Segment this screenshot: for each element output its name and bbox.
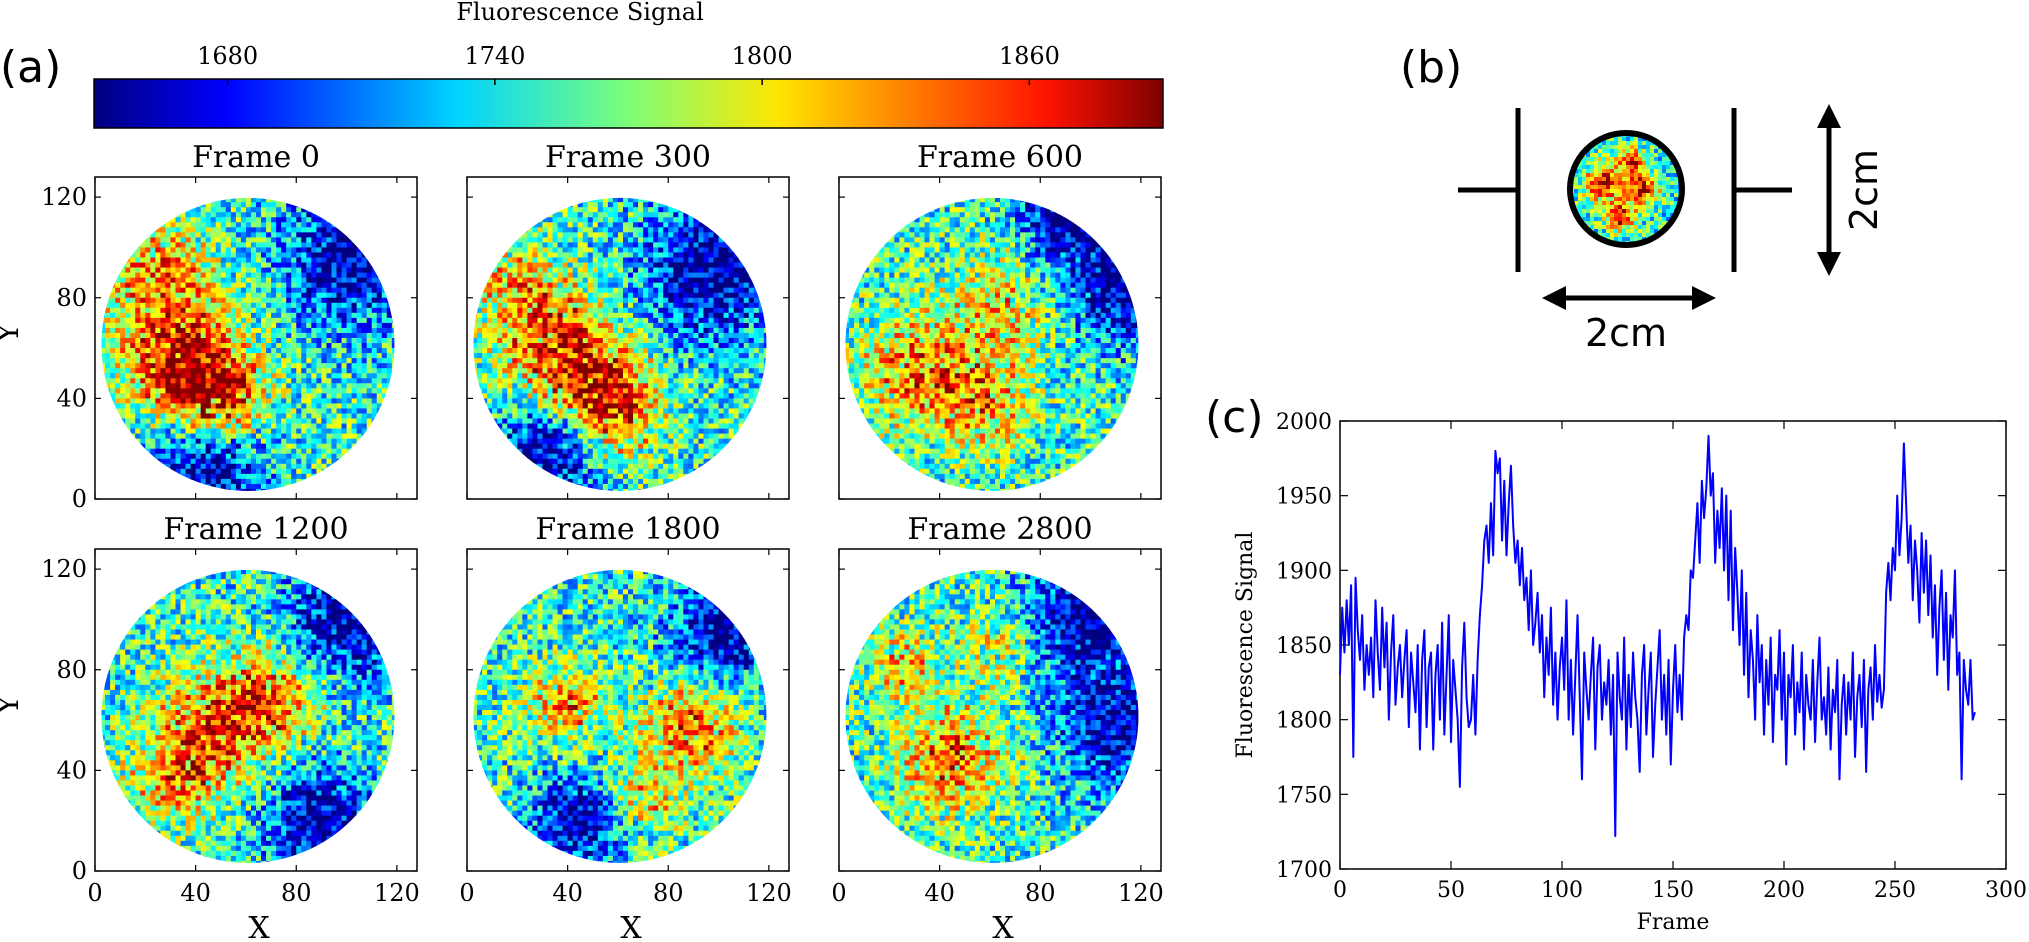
heatmap-frame-panel: Frame 0 0 40 80 120 Y — [0, 140, 418, 513]
heatmap-image — [101, 197, 395, 491]
horizontal-dimension-arrow — [1542, 286, 1716, 310]
y-tick-label: 1800 — [1276, 709, 1332, 734]
colorbar: Fluorescence Signal 1680 1740 1800 1860 — [93, 0, 1164, 129]
x-tick-label: 40 — [552, 879, 583, 907]
y-tick-label: 80 — [56, 284, 87, 312]
x-tick-label: 150 — [1652, 878, 1694, 903]
x-tick-label: 80 — [653, 879, 684, 907]
y-axis-label: Y — [0, 694, 26, 716]
x-tick-label: 120 — [746, 879, 792, 907]
panel-label-c: (c) — [1205, 392, 1264, 443]
y-tick-label: 0 — [72, 857, 87, 885]
y-tick-label: 40 — [56, 384, 87, 412]
colorbar-tick-label: 1800 — [732, 42, 793, 70]
heatmap-frame-panel: Frame 2800 0 40 80 120 X — [831, 512, 1163, 942]
vertical-dimension-label: 2cm — [1842, 149, 1886, 231]
heatmap-title: Frame 300 — [545, 140, 711, 175]
panel-label-b: (b) — [1400, 42, 1462, 93]
heatmap-image — [845, 569, 1139, 863]
heatmap-frame-border — [466, 176, 790, 500]
heatmap-title: Frame 600 — [917, 140, 1083, 175]
y-tick-label: 80 — [56, 656, 87, 684]
x-tick-label: 0 — [87, 879, 102, 907]
heatmap-image — [845, 197, 1139, 491]
y-tick-label: 120 — [41, 555, 87, 583]
x-tick-label: 80 — [281, 879, 312, 907]
x-axis-label: X — [992, 911, 1014, 942]
y-tick-label: 0 — [72, 485, 87, 513]
y-tick-label: 1950 — [1276, 485, 1332, 510]
x-tick-label: 100 — [1541, 878, 1583, 903]
x-tick-label: 0 — [831, 879, 846, 907]
heatmap-title: Frame 2800 — [907, 512, 1092, 547]
heatmap-frame-border — [838, 548, 1162, 872]
x-tick-label: 0 — [1333, 878, 1347, 903]
vertical-dimension-arrow — [1817, 104, 1841, 276]
colorbar-title: Fluorescence Signal — [456, 0, 704, 26]
y-tick-label: 40 — [56, 756, 87, 784]
y-axis-label: Fluorescence Signal — [1233, 532, 1258, 759]
colorbar-tick-label: 1860 — [999, 42, 1060, 70]
y-tick-label: 1700 — [1276, 858, 1332, 883]
y-tick-label: 1750 — [1276, 783, 1332, 808]
schematic: 2cm 2cm — [1458, 104, 1886, 355]
heatmap-frame-panel: Frame 300 — [466, 140, 790, 500]
heatmap-title: Frame 0 — [192, 140, 320, 175]
heatmap-grid: Frame 0 0 40 80 120 Y Frame 300 Frame 600 Frame … — [0, 140, 1164, 942]
x-tick-label: 300 — [1985, 878, 2027, 903]
x-tick-label: 200 — [1763, 878, 1805, 903]
dish-outline — [1567, 130, 1685, 248]
x-tick-label: 120 — [374, 879, 420, 907]
heatmap-frame-border — [466, 548, 790, 872]
x-axis-label: X — [248, 911, 270, 942]
heatmap-image — [473, 197, 767, 491]
y-tick-label: 1850 — [1276, 634, 1332, 659]
x-tick-label: 50 — [1437, 878, 1465, 903]
heatmap-frame-panel: Frame 600 — [838, 140, 1162, 500]
x-tick-label: 250 — [1874, 878, 1916, 903]
x-tick-label: 120 — [1118, 879, 1164, 907]
y-tick-label: 1900 — [1276, 559, 1332, 584]
x-tick-label: 80 — [1025, 879, 1056, 907]
panel-label-a: (a) — [0, 42, 61, 93]
colorbar-tick-label: 1740 — [464, 42, 525, 70]
y-tick-label: 120 — [41, 183, 87, 211]
x-axis-label: X — [620, 911, 642, 942]
heatmap-title: Frame 1800 — [535, 512, 720, 547]
heatmap-frame-panel: Frame 1800 0 40 80 120 X — [459, 512, 791, 942]
y-tick-label: 2000 — [1276, 410, 1332, 435]
colorbar-tick-label: 1680 — [197, 42, 258, 70]
heatmap-frame-border — [94, 176, 418, 500]
heatmap-image — [473, 569, 767, 863]
x-tick-label: 40 — [924, 879, 955, 907]
x-axis-label: Frame — [1637, 910, 1710, 935]
heatmap-frame-panel: Frame 1200 00 40 40 80 80 120 120 X Y — [0, 512, 420, 942]
y-axis-label: Y — [0, 322, 26, 344]
horizontal-dimension-label: 2cm — [1585, 311, 1667, 355]
heatmap-image — [101, 569, 395, 863]
line-chart: 0 50 100 150 200 250 300 1700 1750 1800 1850 1900 19… — [1233, 410, 2027, 935]
heatmap-frame-border — [94, 548, 418, 872]
colorbar-gradient — [93, 78, 1164, 129]
heatmap-title: Frame 1200 — [163, 512, 348, 547]
heatmap-frame-border — [838, 176, 1162, 500]
series-line-signal — [1339, 434, 1976, 838]
x-tick-label: 0 — [459, 879, 474, 907]
x-tick-label: 40 — [180, 879, 211, 907]
